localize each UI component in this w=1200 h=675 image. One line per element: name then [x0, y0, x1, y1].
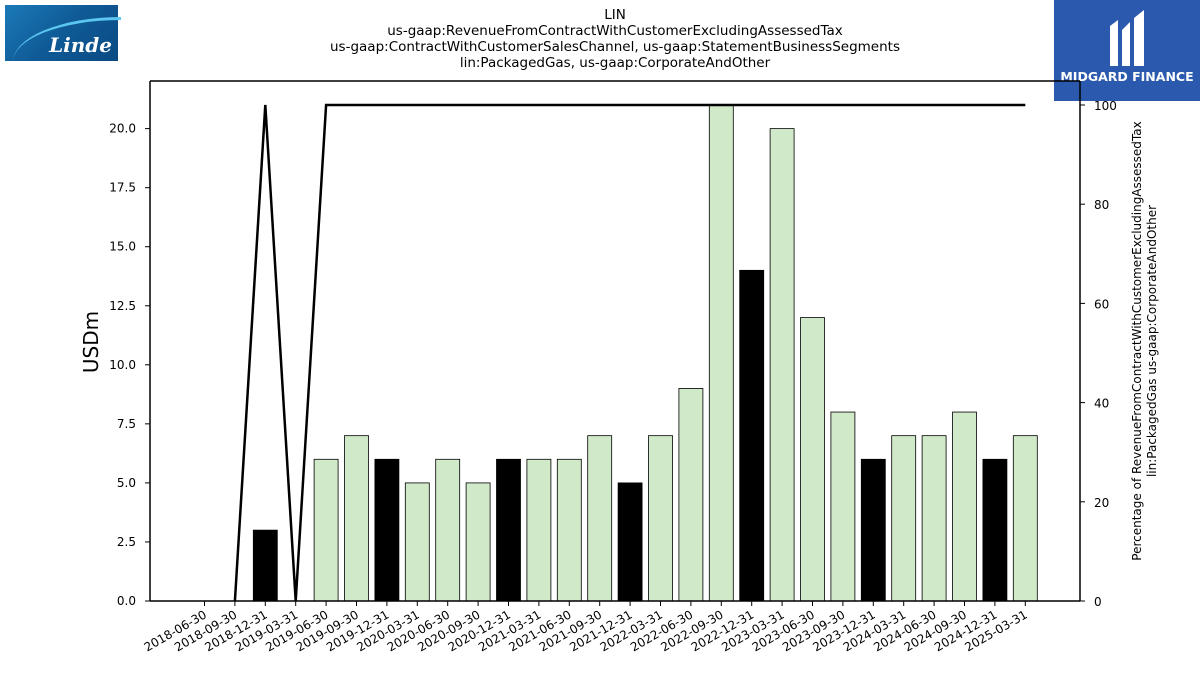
- bar: [678, 388, 704, 602]
- linde-logo-text: Linde: [49, 33, 112, 57]
- bar: [739, 269, 765, 602]
- y-tick-label: 7.5: [117, 417, 136, 431]
- bar: [648, 435, 673, 602]
- title-line-3: us-gaap:ContractWithCustomerSalesChannel…: [330, 39, 900, 55]
- bar: [891, 435, 917, 602]
- y-tick-label: 0.0: [117, 594, 136, 608]
- bar: [252, 529, 278, 602]
- y2-tick-label: 100: [1094, 99, 1117, 113]
- y-tick-label: 20.0: [109, 122, 136, 136]
- bar-series: [192, 104, 1038, 602]
- percentage-line: [233, 103, 1026, 602]
- bar: [344, 435, 369, 602]
- bar: [1012, 435, 1038, 602]
- y2-axis-title-line-1: Percentage of RevenueFromContractWithCus…: [1130, 121, 1144, 560]
- bar: [374, 458, 400, 602]
- y-tick-label: 2.5: [117, 535, 136, 549]
- title-line-2: us-gaap:RevenueFromContractWithCustomerE…: [387, 23, 843, 39]
- bar: [526, 458, 552, 602]
- title-line-4: lin:PackagedGas, us-gaap:CorporateAndOth…: [459, 55, 771, 71]
- bar: [982, 458, 1008, 602]
- bar: [556, 458, 582, 602]
- bar: [587, 435, 613, 602]
- midgard-finance-logo-text: MIDGARD FINANCE: [1060, 69, 1194, 84]
- y-axis-title: USDm: [79, 311, 103, 373]
- linde-logo: Linde: [5, 5, 121, 61]
- y-tick-label: 10.0: [109, 358, 136, 372]
- bar: [708, 104, 734, 602]
- title-line-1: LIN: [604, 7, 626, 23]
- y-tick-label: 15.0: [109, 240, 136, 254]
- bar: [617, 482, 643, 602]
- bar: [435, 458, 461, 602]
- y2-tick-label: 0: [1094, 595, 1102, 609]
- percentage-line-series: [233, 103, 1026, 602]
- bar: [465, 482, 491, 602]
- y2-tick-label: 20: [1094, 496, 1109, 510]
- bar: [860, 458, 886, 602]
- bar: [496, 458, 521, 602]
- bar: [769, 128, 795, 602]
- y-tick-label: 5.0: [117, 476, 136, 490]
- y-tick-label: 12.5: [109, 299, 136, 313]
- bar: [313, 458, 339, 602]
- bar: [800, 317, 825, 602]
- bar: [404, 482, 430, 602]
- y-tick-label: 17.5: [109, 181, 136, 195]
- y2-tick-label: 80: [1094, 198, 1109, 212]
- bar: [921, 435, 947, 602]
- y2-axis-title-line-2: lin:PackagedGas us-gaap:CorporateAndOthe…: [1145, 205, 1159, 477]
- bar: [952, 411, 977, 602]
- y2-tick-label: 40: [1094, 397, 1109, 411]
- midgard-mark-icon: [1110, 10, 1144, 66]
- chart-title: LIN us-gaap:RevenueFromContractWithCusto…: [250, 7, 980, 71]
- midgard-finance-logo: MIDGARD FINANCE: [1054, 0, 1200, 101]
- bar: [830, 411, 856, 602]
- y2-tick-label: 60: [1094, 297, 1109, 311]
